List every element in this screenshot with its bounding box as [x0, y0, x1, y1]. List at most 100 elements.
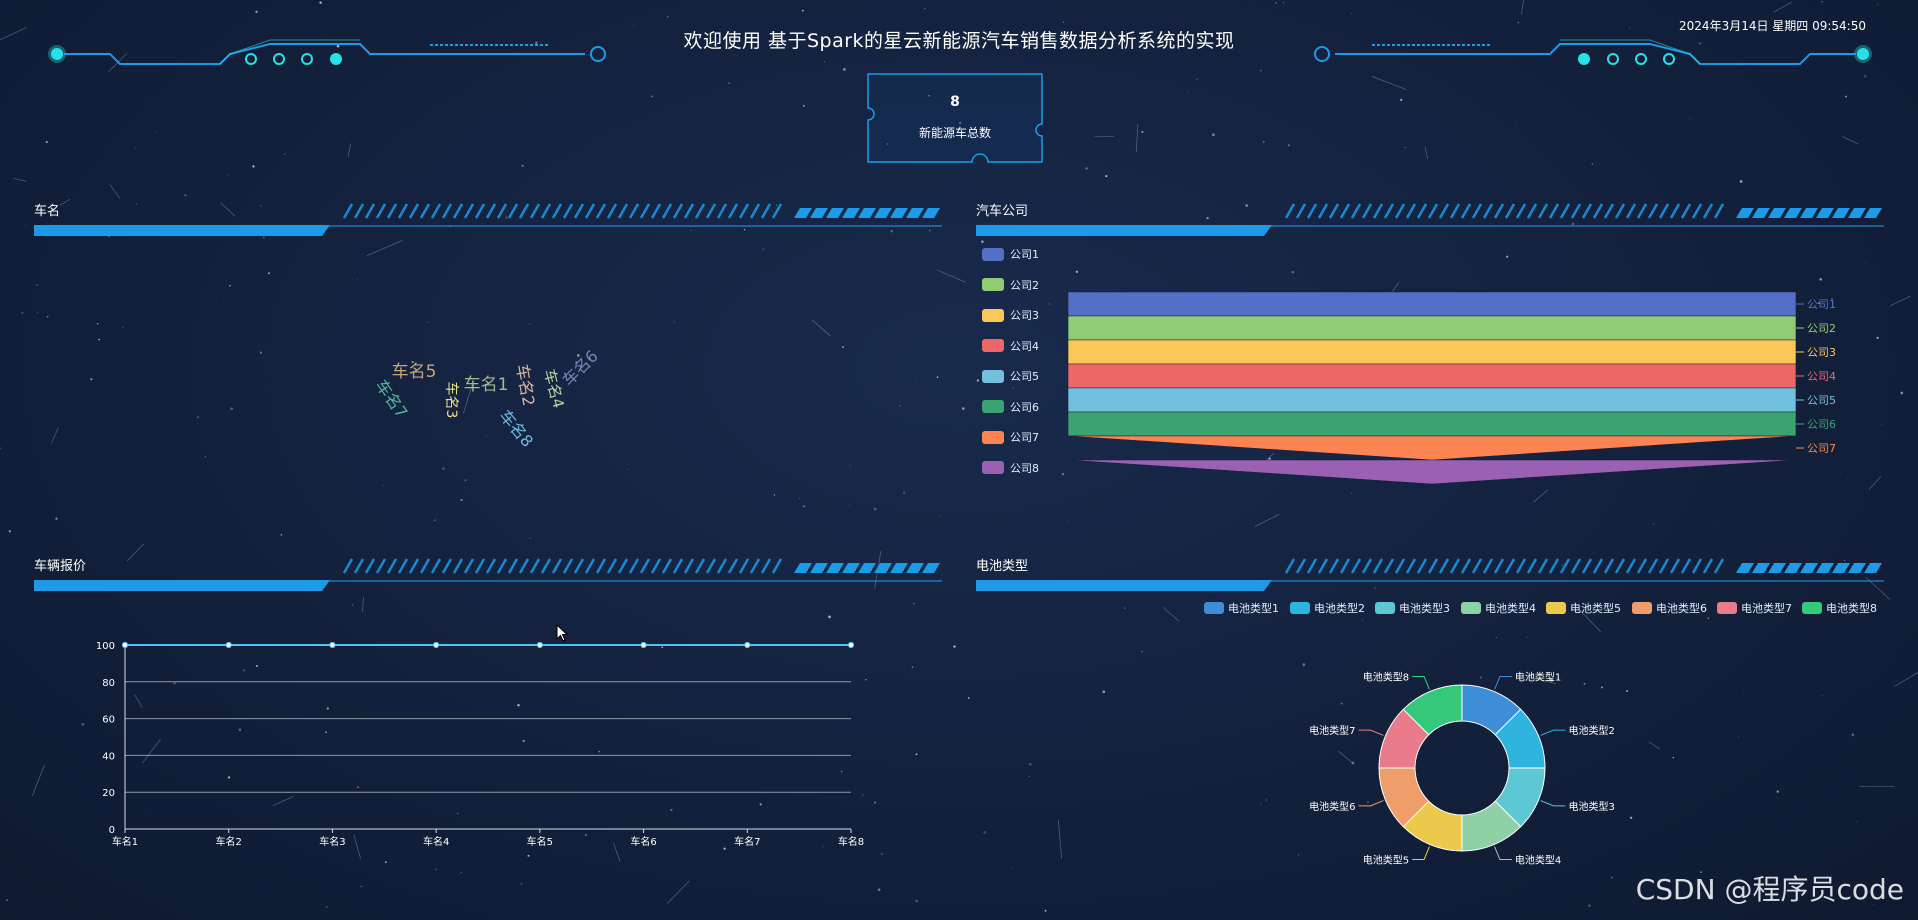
legend-item[interactable]: 公司8 [982, 460, 1039, 476]
star [1831, 298, 1833, 300]
star [520, 882, 523, 885]
legend-item[interactable]: 电池类型2 [1290, 600, 1365, 616]
funnel-segment [1067, 315, 1797, 341]
star-streak [1521, 0, 1524, 15]
star [55, 517, 58, 520]
hatch-stripe [1526, 203, 1538, 219]
legend-item[interactable]: 公司6 [982, 399, 1039, 415]
funnel-segment [1067, 387, 1797, 413]
legend-item[interactable]: 电池类型1 [1204, 600, 1279, 616]
star-streak [1868, 476, 1881, 491]
header-datetime: 2024年3月14日 星期四 09:54:50 [1679, 19, 1866, 33]
star [535, 41, 538, 44]
star [1291, 271, 1294, 274]
star [1600, 686, 1604, 689]
wordcloud-word: 车名5 [392, 362, 437, 382]
hatch-block [1848, 208, 1866, 218]
star-streak [1648, 741, 1660, 750]
star [674, 321, 675, 323]
hatch-stripe [463, 203, 475, 219]
hatch-stripe [1614, 558, 1626, 574]
star [1028, 763, 1032, 766]
star [1260, 69, 1262, 72]
donut-label: 电池类型7 [1309, 724, 1355, 737]
legend-label: 电池类型5 [1570, 602, 1621, 615]
donut-label: 电池类型4 [1515, 853, 1561, 866]
legend-item[interactable]: 公司3 [982, 307, 1039, 323]
hatch-stripe [397, 203, 409, 219]
hatch-stripe [540, 203, 552, 219]
legend-item[interactable]: 电池类型6 [1632, 600, 1707, 616]
star-streak [109, 184, 121, 199]
hatch-stripe [452, 558, 464, 574]
hatch-stripe [1669, 558, 1681, 574]
star-streak [1162, 607, 1180, 622]
legend-item[interactable]: 电池类型8 [1802, 600, 1877, 616]
star-streak [1372, 76, 1407, 91]
hatch-stripe [364, 203, 376, 219]
star-streak [1842, 136, 1859, 145]
star [1405, 146, 1406, 148]
panel-title-prices: 车辆报价 [34, 559, 87, 574]
star [1839, 472, 1841, 474]
star [799, 497, 801, 499]
hatch-block [1848, 563, 1866, 573]
star [1845, 95, 1847, 98]
hatch-stripe [694, 203, 706, 219]
star [598, 750, 601, 753]
hatch-block [890, 563, 908, 573]
panel-car-names: 车名 车名5 车名3 车名1 车名2 车名4 车名6 车名7 车名8 [34, 200, 942, 530]
hatch-stripe [353, 203, 365, 219]
hatch-stripe [507, 203, 519, 219]
star [976, 379, 980, 382]
hatch-stripe [1383, 558, 1395, 574]
price-point [121, 641, 129, 649]
star [473, 693, 475, 695]
star-streak [32, 764, 45, 797]
legend-item[interactable]: 电池类型5 [1546, 600, 1621, 616]
star [566, 188, 568, 190]
wordcloud-word: 车名7 [372, 376, 412, 421]
hatch-block [1832, 563, 1850, 573]
legend-item[interactable]: 电池类型7 [1717, 600, 1792, 616]
star [1689, 118, 1690, 120]
hatch-stripe [727, 558, 739, 574]
legend-label: 公司1 [1010, 248, 1039, 261]
hatch-stripe [595, 558, 607, 574]
star [46, 315, 49, 318]
star [1653, 523, 1655, 525]
legend-label: 电池类型4 [1485, 602, 1536, 615]
legend-item[interactable]: 公司4 [982, 338, 1039, 354]
hatch-stripe [1515, 203, 1527, 219]
legend-item[interactable]: 电池类型4 [1461, 600, 1536, 616]
price-line-chart: 0 20 40 60 80 100 车名1 车名2 车名3 车名4 车名5 车名6 车名7 车名8 [96, 641, 864, 848]
hatch-block [1784, 563, 1802, 573]
price-point [329, 641, 336, 649]
star [913, 602, 916, 605]
star [1268, 457, 1271, 461]
star-streak [1254, 513, 1280, 527]
legend-item[interactable]: 公司1 [982, 246, 1039, 262]
hatch-stripe [738, 558, 750, 574]
star [916, 381, 918, 382]
hatch-stripe [1328, 203, 1340, 219]
legend-item[interactable]: 公司7 [982, 429, 1039, 445]
hatch-stripe [1504, 558, 1516, 574]
mouse-cursor-icon [556, 624, 569, 642]
star-streak [1135, 123, 1139, 153]
legend-item[interactable]: 公司2 [982, 277, 1039, 293]
star [1739, 180, 1743, 183]
star [723, 847, 726, 850]
star [184, 194, 187, 197]
legend-item[interactable]: 公司5 [982, 368, 1039, 384]
legend-swatch [1802, 602, 1822, 614]
hatch-stripe [1603, 203, 1615, 219]
star [1028, 775, 1030, 777]
donut-label: 电池类型6 [1309, 800, 1355, 813]
star [743, 229, 746, 231]
legend-item[interactable]: 电池类型3 [1375, 600, 1450, 616]
hatch-block [794, 563, 812, 573]
hatch-block [842, 563, 860, 573]
star [936, 376, 939, 379]
